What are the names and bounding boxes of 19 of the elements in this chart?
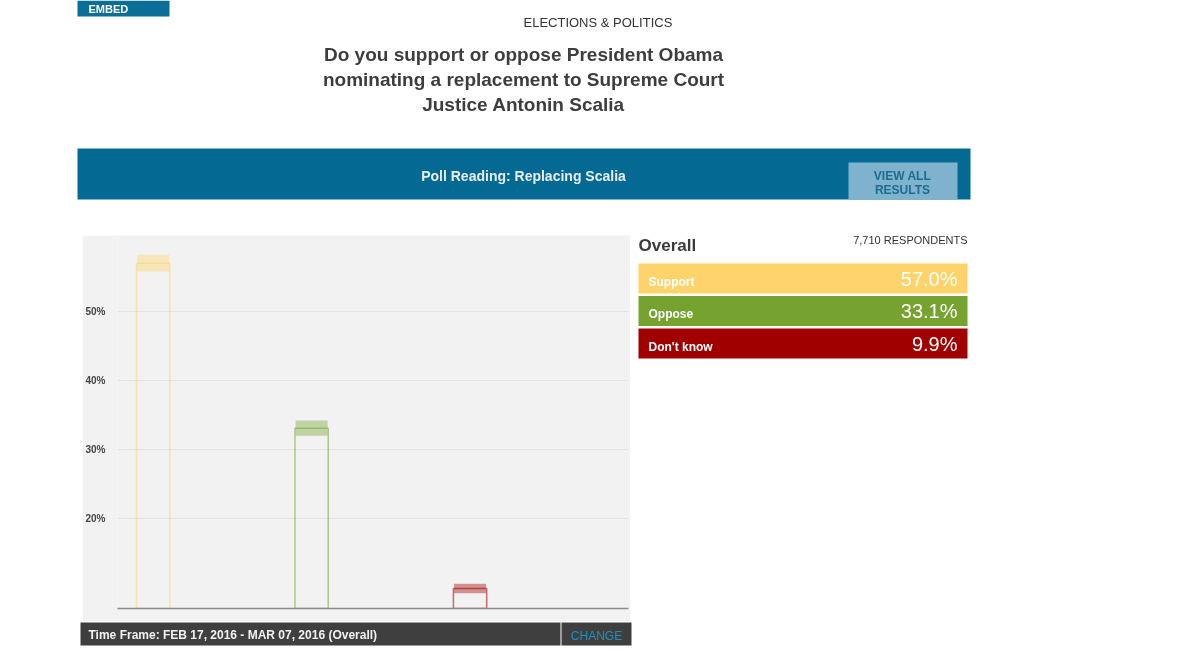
category-label: Oppose <box>648 307 694 321</box>
text: ELECTIONS & POLITICS <box>523 15 673 30</box>
y-tick-label: 30% <box>85 444 106 456</box>
text: CHANGE <box>570 628 623 643</box>
text: EMBED <box>88 2 129 15</box>
y-tick-label: 20% <box>85 513 106 525</box>
data-label: 9.9% <box>911 332 958 355</box>
text: Overall <box>638 236 697 255</box>
text: VIEW ALL RESULTS <box>873 168 931 197</box>
chart-title: Do you support or oppose President Obama nominating a replacement to Supreme Court Justice Antonin Scalia <box>322 44 725 115</box>
text: Time Frame: FEB 17, 2016 - MAR 07, 2016 (Overall) <box>88 627 378 642</box>
y-tick-label: 50% <box>85 305 106 317</box>
data-label: 57.0% <box>900 267 958 290</box>
chart-subtitle: Poll Reading: Replacing Scalia <box>421 167 627 184</box>
y-tick-label: 40% <box>85 375 106 387</box>
data-label: 33.1% <box>900 300 958 322</box>
text: 7,710 RESPONDENTS <box>853 233 968 246</box>
category-label: Support <box>648 274 695 289</box>
category-label: Don't know <box>648 339 714 354</box>
